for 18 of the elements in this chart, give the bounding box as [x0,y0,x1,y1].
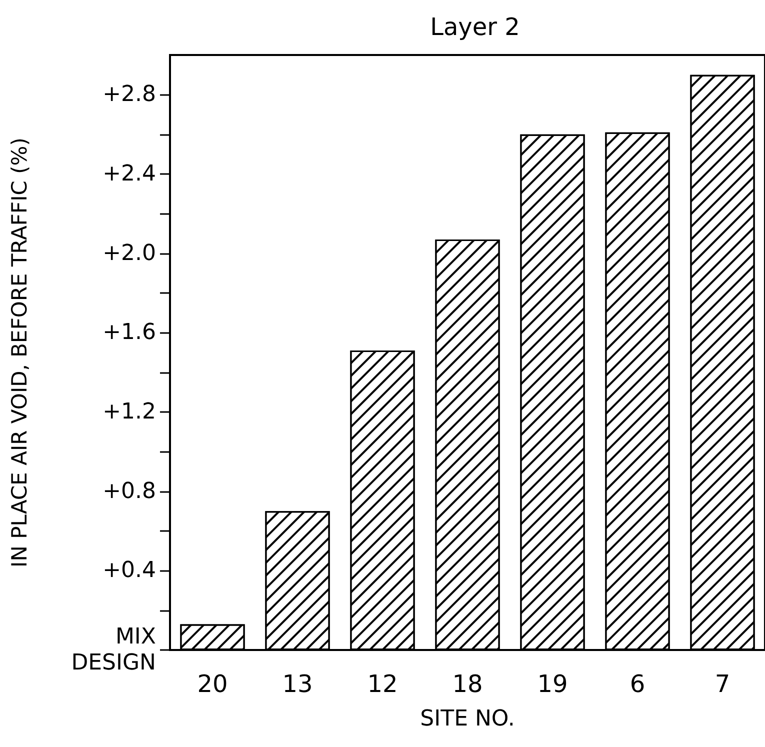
y-tick-label: +0.8 [102,478,156,504]
y-tick-label: +1.6 [102,320,156,346]
x-tick-label: 19 [537,670,568,698]
y-tick-label: +2.4 [102,162,156,186]
y-axis-title: IN PLACE AIR VOID, BEFORE TRAFFIC (%) [8,138,32,568]
x-tick-label: 6 [630,670,646,698]
x-tick-label: 7 [714,670,730,698]
y-tick-label: MIX DESIGN [71,624,156,676]
y-tick-label: +0.4 [102,558,156,584]
y-tick-label: +1.2 [102,400,156,424]
x-axis-title: SITE NO. [420,706,515,732]
y-tick-label: +2.8 [102,82,156,108]
x-tick-label: 13 [282,670,313,698]
x-tick-label: 18 [452,670,483,698]
y-tick-label: +2.0 [102,240,156,266]
chart-title: Layer 2 [430,13,520,41]
x-tick-label: 20 [197,670,228,698]
x-tick-label: 12 [367,670,398,698]
